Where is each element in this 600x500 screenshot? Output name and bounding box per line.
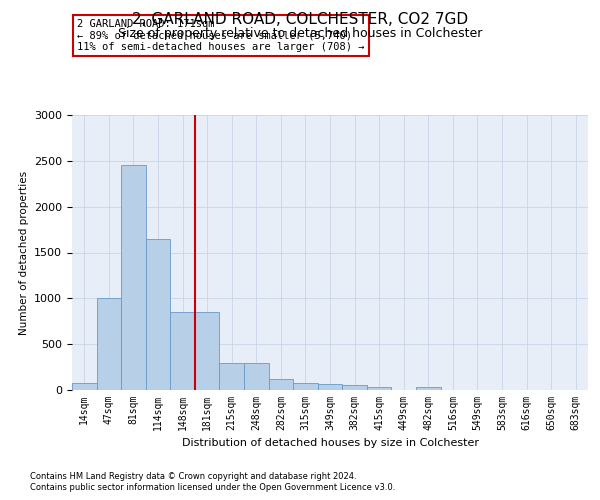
- Bar: [146, 239, 170, 390]
- Bar: [269, 378, 293, 390]
- Bar: [121, 164, 146, 390]
- Text: 2, GARLAND ROAD, COLCHESTER, CO2 7GD: 2, GARLAND ROAD, COLCHESTER, CO2 7GD: [132, 12, 468, 28]
- Bar: [293, 382, 318, 390]
- Bar: [416, 387, 440, 390]
- Text: 2 GARLAND ROAD: 171sqm
← 89% of detached houses are smaller (5,740)
11% of semi-: 2 GARLAND ROAD: 171sqm ← 89% of detached…: [77, 18, 365, 52]
- Bar: [72, 383, 97, 390]
- Bar: [195, 312, 220, 390]
- Y-axis label: Number of detached properties: Number of detached properties: [19, 170, 29, 334]
- Text: Distribution of detached houses by size in Colchester: Distribution of detached houses by size …: [182, 438, 479, 448]
- Bar: [97, 298, 121, 390]
- Bar: [170, 312, 195, 390]
- Bar: [220, 362, 244, 390]
- Text: Size of property relative to detached houses in Colchester: Size of property relative to detached ho…: [118, 28, 482, 40]
- Bar: [367, 387, 391, 390]
- Text: Contains public sector information licensed under the Open Government Licence v3: Contains public sector information licen…: [30, 484, 395, 492]
- Bar: [318, 384, 342, 390]
- Bar: [342, 384, 367, 390]
- Bar: [244, 362, 269, 390]
- Text: Contains HM Land Registry data © Crown copyright and database right 2024.: Contains HM Land Registry data © Crown c…: [30, 472, 356, 481]
